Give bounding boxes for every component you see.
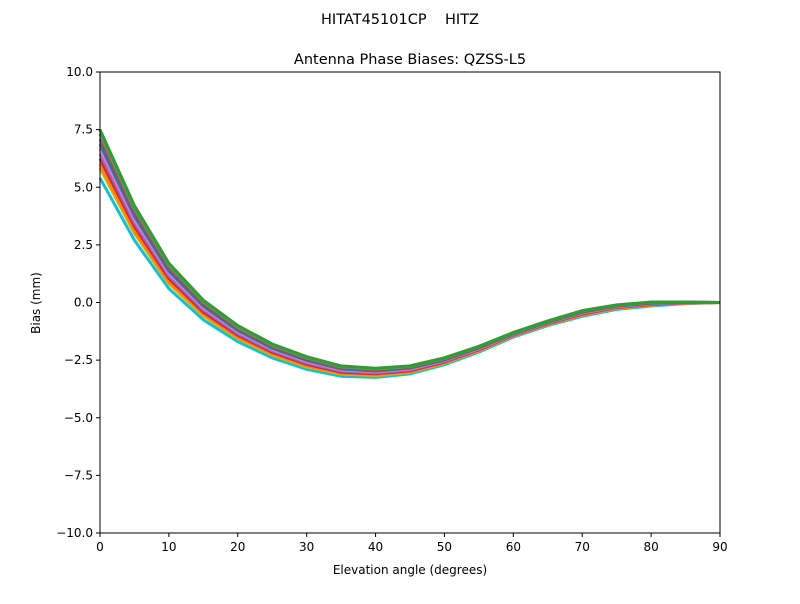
series-line-0 [98,177,721,379]
y-tick-label: −5.0 [64,411,93,425]
series-line-7 [98,138,721,372]
axis-ticks: 0 10 20 30 40 50 60 70 80 90 10.0 7.5 5.0 2.5 0.0 −2.5 −… [56,65,727,554]
series-line-9 [98,129,721,370]
series-line-5 [98,148,721,374]
chart-suptitle: HITAT45101CP HITZ [321,12,479,28]
series-line-2 [98,163,721,377]
x-tick-label: 60 [506,540,521,554]
y-tick-label: −2.5 [64,353,93,367]
series-line-3 [98,157,721,376]
series-lines [98,129,721,379]
y-tick-label: 2.5 [74,238,93,252]
chart-title: Antenna Phase Biases: QZSS-L5 [294,52,526,68]
series-line-6 [98,143,720,373]
y-tick-label: 7.5 [74,123,93,137]
x-tick-label: 80 [643,540,658,554]
y-axis-label: Bias (mm) [29,272,43,334]
x-tick-label: 20 [230,540,245,554]
x-tick-label: 0 [96,540,104,554]
plot-frame [99,71,721,534]
x-axis-label: Elevation angle (degrees) [333,563,487,577]
x-tick-label: 90 [712,540,727,554]
y-tick-label: 0.0 [74,296,93,310]
x-tick-label: 70 [575,540,590,554]
y-tick-label: 10.0 [66,65,93,79]
x-tick-label: 50 [437,540,452,554]
y-tick-label: 5.0 [74,180,93,194]
y-tick-label: −10.0 [56,526,93,540]
x-tick-label: 30 [299,540,314,554]
x-tick-label: 10 [161,540,176,554]
series-line-8 [98,133,721,371]
series-line-1 [98,167,721,378]
y-tick-label: −7.5 [64,468,93,482]
x-tick-label: 40 [368,540,383,554]
series-line-4 [98,153,721,375]
